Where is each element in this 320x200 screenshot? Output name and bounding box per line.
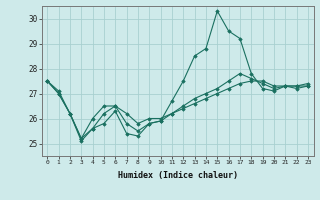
X-axis label: Humidex (Indice chaleur): Humidex (Indice chaleur)	[118, 171, 237, 180]
